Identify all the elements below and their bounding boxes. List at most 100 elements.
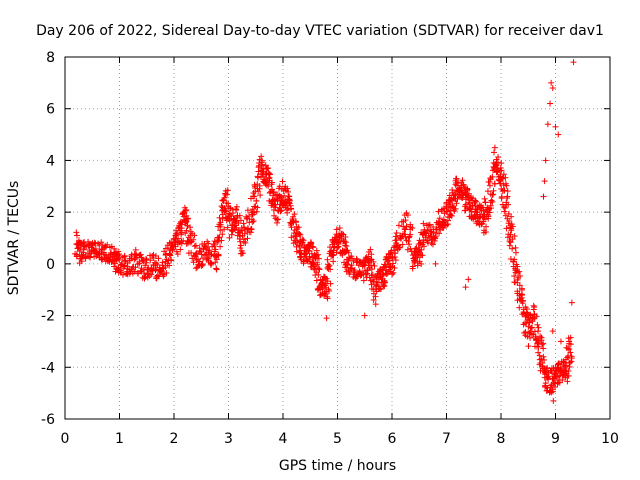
data-point (137, 267, 144, 274)
data-point (244, 235, 251, 242)
data-point (547, 100, 554, 107)
data-point (316, 266, 323, 273)
data-point (516, 282, 523, 289)
data-point (570, 59, 577, 66)
data-point (506, 242, 513, 249)
data-point (541, 178, 548, 185)
data-point (291, 211, 298, 218)
data-point (491, 144, 498, 151)
data-point (191, 243, 198, 250)
data-point (318, 291, 325, 298)
data-point (525, 323, 532, 330)
data-point (279, 178, 286, 185)
data-point (485, 213, 492, 220)
data-point (369, 271, 376, 278)
data-point (544, 384, 551, 391)
data-point (319, 286, 326, 293)
data-point (402, 217, 409, 224)
data-point (293, 248, 300, 255)
data-point (274, 216, 281, 223)
data-point (498, 175, 505, 182)
x-axis-label: GPS time / hours (279, 458, 396, 474)
data-point (508, 213, 515, 220)
data-point (190, 236, 197, 243)
data-point (208, 251, 215, 258)
data-point (342, 242, 349, 249)
data-point (115, 255, 122, 262)
data-point (84, 250, 91, 257)
data-point (80, 249, 87, 256)
data-point (237, 217, 244, 224)
data-point (486, 182, 493, 189)
data-point (191, 232, 198, 239)
data-point (299, 236, 306, 243)
data-point (509, 236, 516, 243)
data-point (457, 186, 464, 193)
data-point (315, 255, 322, 262)
data-point (233, 206, 240, 213)
data-point (149, 267, 156, 274)
data-point (135, 270, 142, 277)
data-point (362, 271, 369, 278)
data-point (525, 343, 532, 350)
data-point (421, 226, 428, 233)
data-point (259, 161, 266, 168)
data-point (494, 159, 501, 166)
data-point (501, 187, 508, 194)
data-point (278, 207, 285, 214)
data-point (361, 312, 368, 319)
data-point (503, 182, 510, 189)
data-point (256, 182, 263, 189)
data-point (119, 271, 126, 278)
data-point (112, 260, 119, 267)
data-point (147, 257, 154, 264)
data-point (464, 186, 471, 193)
plot-frame (64, 56, 611, 420)
data-point (490, 191, 497, 198)
data-point (511, 256, 518, 263)
data-point (232, 226, 239, 233)
data-point (472, 198, 479, 205)
data-point (215, 251, 222, 258)
data-point (167, 252, 174, 259)
data-point (540, 353, 547, 360)
data-point (407, 231, 414, 238)
data-point (132, 264, 139, 271)
data-point (552, 370, 559, 377)
data-point (374, 280, 381, 287)
y-axis-label: SDTVAR / TECUs (6, 181, 22, 296)
data-point (453, 200, 460, 207)
data-point (459, 177, 466, 184)
data-point (314, 251, 321, 258)
data-point (334, 244, 341, 251)
data-point (371, 262, 378, 269)
data-point (552, 123, 559, 130)
data-point (368, 262, 375, 269)
data-point (79, 253, 86, 260)
data-point (274, 216, 281, 223)
data-point (343, 243, 350, 250)
data-point (523, 309, 530, 316)
data-point (257, 192, 264, 199)
x-tick-label: 8 (497, 431, 506, 447)
data-point (286, 196, 293, 203)
data-point (480, 207, 487, 214)
data-point (559, 376, 566, 383)
data-point (497, 180, 504, 187)
data-point (541, 356, 548, 363)
data-point (162, 264, 169, 271)
y-tick-label: -6 (41, 412, 55, 428)
axis-ticks: 0 1 2 3 4 5 6 7 8 9 10 -6 -4 -2 0 2 4 6 8 (41, 50, 619, 447)
data-point (265, 183, 272, 190)
data-point (518, 285, 525, 292)
data-point (304, 257, 311, 264)
data-point (507, 231, 514, 238)
data-point (174, 251, 181, 258)
data-point (540, 345, 547, 352)
data-point (502, 174, 509, 181)
data-point (472, 197, 479, 204)
data-point (448, 212, 455, 219)
x-tick-label: 6 (388, 431, 397, 447)
data-point (73, 253, 80, 260)
data-point (436, 230, 443, 237)
